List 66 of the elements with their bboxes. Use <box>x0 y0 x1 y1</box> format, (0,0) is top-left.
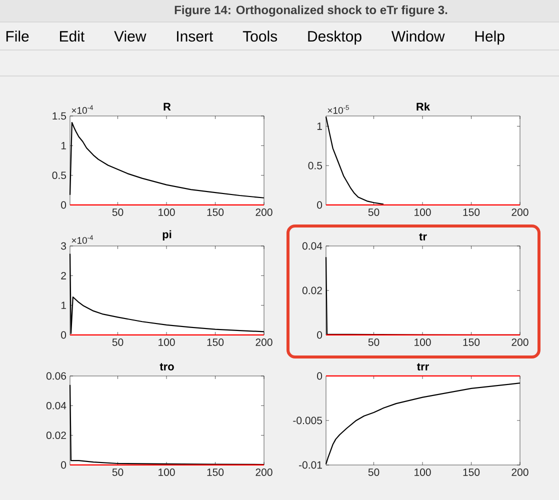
y-tick-label: 0 <box>317 331 322 339</box>
text: Window <box>391 30 445 42</box>
text: Edit <box>60 30 85 42</box>
x-tick-label: 50 <box>368 468 380 476</box>
y-tick-label: 0.04 <box>302 242 322 250</box>
x-tick-label: 50 <box>112 208 124 216</box>
y-tick-label: 2 <box>61 272 66 280</box>
x-tick-label: 200 <box>512 338 528 346</box>
x-tick-label: 50 <box>112 468 124 476</box>
y-tick-label: 0 <box>61 331 66 339</box>
chart-title: pi <box>162 230 172 240</box>
x-tick-label: 100 <box>158 208 175 216</box>
x-tick-label: 100 <box>414 208 431 216</box>
y-tick-label: 0 <box>61 201 66 209</box>
x-tick-label: 150 <box>463 338 480 346</box>
y-tick-label: -0.005 <box>293 416 322 424</box>
line-series <box>69 122 265 198</box>
y-tick-label: 0.02 <box>46 432 66 440</box>
text: Desktop <box>308 30 362 45</box>
y-tick-label: 0 <box>317 372 322 380</box>
line-series <box>325 116 384 205</box>
chart-title: Rk <box>416 102 430 110</box>
text: Insert <box>177 31 214 42</box>
chart-title: tro <box>160 363 174 370</box>
y-tick-label: 1 <box>61 142 66 150</box>
x-tick-label: 200 <box>512 208 528 216</box>
x-tick-label: 200 <box>256 208 272 216</box>
text: Tools <box>242 30 278 42</box>
text: ×10$^{-4}$ <box>72 235 94 244</box>
chart-title: tr <box>419 233 427 240</box>
y-tick-label: -0.01 <box>299 461 322 469</box>
y-tick-label: 0.02 <box>302 286 322 294</box>
x-tick-label: 150 <box>207 338 224 346</box>
x-tick-label: 100 <box>414 468 431 476</box>
x-tick-label: 100 <box>158 338 175 346</box>
y-tick-label: 1.5 <box>52 112 66 120</box>
x-tick-label: 150 <box>463 468 480 476</box>
y-tick-label: 3 <box>61 242 66 250</box>
x-tick-label: 100 <box>158 468 175 476</box>
x-tick-label: 150 <box>207 208 224 216</box>
x-tick-label: 150 <box>207 468 224 476</box>
x-tick-label: 150 <box>463 208 480 216</box>
x-tick-label: 100 <box>414 338 431 346</box>
text: Figure 14: Orthogonalized shock to eTr figure 3. <box>174 5 448 17</box>
x-tick-label: 200 <box>256 338 272 346</box>
y-tick-label: 0.5 <box>308 162 322 170</box>
y-tick-label: 0.06 <box>46 372 66 380</box>
y-tick-label: 0 <box>317 201 322 209</box>
y-tick-label: 1 <box>61 302 66 309</box>
chart-title: R <box>164 102 171 110</box>
x-tick-label: 200 <box>512 468 528 476</box>
x-tick-label: 50 <box>112 338 124 346</box>
text: File <box>6 30 29 42</box>
y-tick-label: 0.5 <box>52 172 66 180</box>
y-tick-label: 0 <box>61 461 66 469</box>
text: View <box>114 30 146 42</box>
text: Help <box>475 30 504 45</box>
line-series <box>69 384 265 466</box>
x-tick-label: 50 <box>368 208 380 216</box>
text: ×10$^{-4}$ <box>72 105 94 114</box>
x-tick-label: 200 <box>256 468 272 476</box>
y-tick-label: 0.04 <box>46 402 66 410</box>
chart-title: trr <box>417 363 429 370</box>
x-tick-label: 50 <box>368 338 380 346</box>
y-tick-label: 1 <box>317 122 322 130</box>
text: ×10$^{-5}$ <box>328 105 349 114</box>
